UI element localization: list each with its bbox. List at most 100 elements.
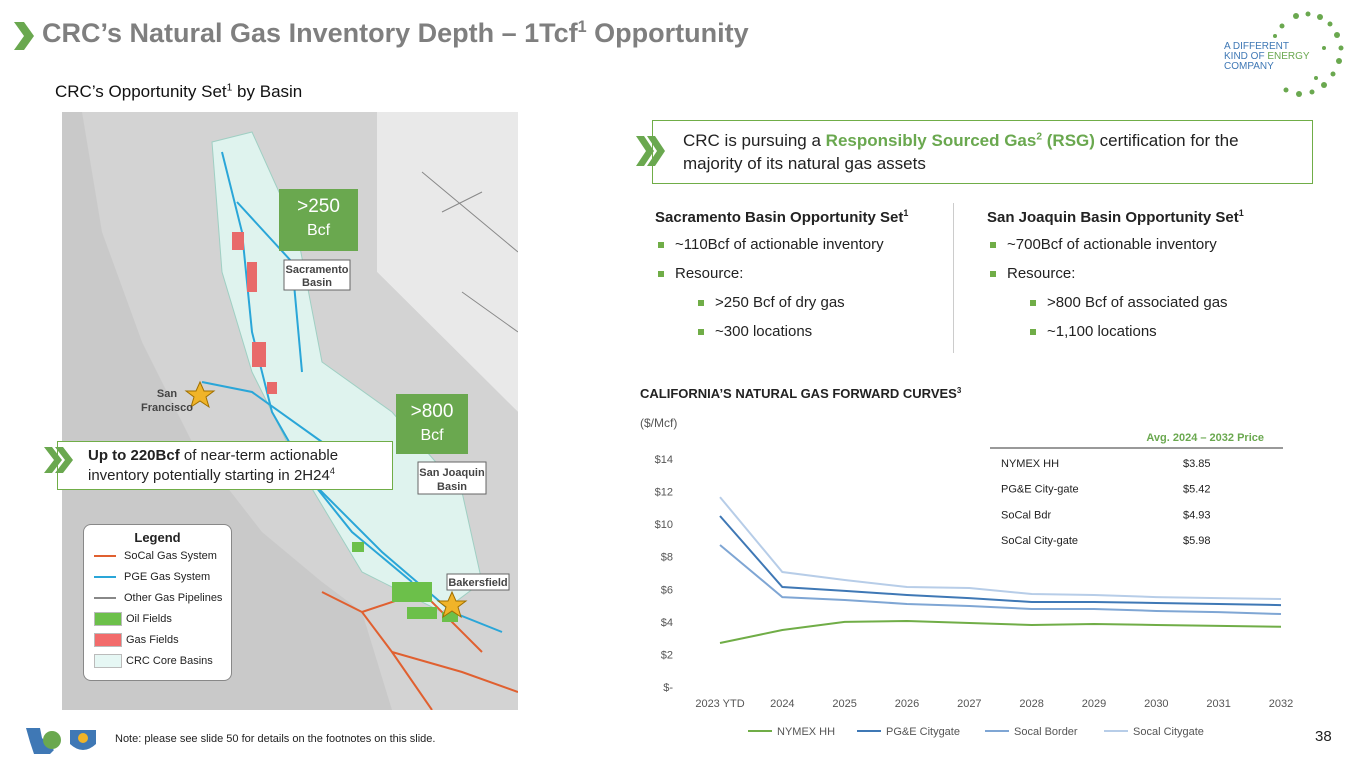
- sj-box: >800 Bcf: [396, 394, 468, 454]
- logo: A DIFFERENT KIND OF ENERGY COMPANY: [1224, 8, 1356, 103]
- basin-column: San Joaquin Basin Opportunity Set1 ~700Bc…: [987, 209, 1307, 352]
- legend-label: SoCal Gas System: [124, 549, 217, 562]
- slide-title: CRC’s Natural Gas Inventory Depth – 1Tcf…: [42, 18, 749, 49]
- y-tick-label: $-: [663, 682, 673, 694]
- divider: [953, 203, 954, 353]
- box-text: Bcf: [420, 427, 444, 444]
- legend-swatch: [94, 596, 116, 599]
- logo-text: A DIFFERENT KIND OF ENERGY COMPANY: [1224, 42, 1310, 72]
- legend-row: Other Gas Pipelines: [84, 587, 231, 608]
- logo-line: A DIFFERENT: [1224, 41, 1290, 52]
- bullet: ~700Bcf of actionable inventory: [987, 236, 1307, 253]
- subtitle-text: CRC’s Opportunity Set: [55, 82, 227, 101]
- basin-title-text: San Joaquin Basin Opportunity Set: [987, 209, 1239, 226]
- x-tick-label: 2028: [1019, 698, 1043, 710]
- box-text: Bcf: [306, 222, 331, 239]
- sub-bullet: ~1,100 locations: [1027, 323, 1307, 340]
- callout-bold: Responsibly Sourced Gas: [825, 131, 1037, 150]
- x-tick-label: 2032: [1269, 698, 1293, 710]
- y-tick-label: $10: [655, 519, 673, 531]
- callout-sup: 4: [329, 466, 335, 476]
- box-text: >250: [297, 196, 340, 217]
- callout-sup: 2: [1036, 131, 1043, 143]
- footer-icons: [26, 728, 96, 754]
- basin-title: Sacramento Basin Opportunity Set1: [655, 209, 945, 227]
- price-header: Avg. 2024 – 2032 Price: [1146, 432, 1264, 444]
- page-number: 38: [1315, 728, 1332, 745]
- chart-title-text: CALIFORNIA’S NATURAL GAS FORWARD CURVES: [640, 386, 957, 401]
- map-label: Bakersfield: [448, 577, 507, 589]
- map-label: San: [157, 388, 177, 400]
- legend-label: Other Gas Pipelines: [124, 591, 223, 604]
- legend-swatch: [94, 554, 116, 557]
- subtitle: CRC’s Opportunity Set1 by Basin: [55, 82, 302, 102]
- x-tick-label: 2031: [1206, 698, 1230, 710]
- price-name: SoCal City-gate: [1001, 535, 1078, 547]
- legend-label: Socal Border: [1014, 726, 1078, 738]
- logo-line: ENERGY: [1267, 51, 1310, 62]
- series-line: [719, 620, 1282, 645]
- subtitle-sup: 1: [226, 82, 233, 94]
- title-text: Opportunity: [586, 18, 749, 48]
- series-line: [719, 515, 1282, 607]
- price-name: NYMEX HH: [1001, 458, 1059, 470]
- price-value: $5.42: [1183, 484, 1211, 496]
- basin-title: San Joaquin Basin Opportunity Set1: [987, 208, 1307, 227]
- legend-row: SoCal Gas System: [84, 545, 231, 566]
- title-text: CRC’s Natural Gas Inventory Depth – 1Tcf: [42, 18, 578, 48]
- map-legend: Legend SoCal Gas System PGE Gas System Oth…: [83, 524, 232, 681]
- map-label: Basin: [302, 277, 332, 289]
- sub-bullet: ~300 locations: [695, 323, 945, 340]
- basin-title-sup: 1: [1238, 208, 1244, 218]
- sub-bullet: >250 Bcf of dry gas: [695, 294, 945, 311]
- box-text: >800: [410, 401, 454, 422]
- title-chevron: [14, 22, 34, 50]
- y-tick-label: $8: [661, 552, 673, 564]
- chevron: [44, 447, 73, 473]
- legend-row: Oil Fields: [84, 608, 231, 629]
- legend-label: CRC Core Basins: [126, 654, 213, 667]
- sub-bullet: >800 Bcf of associated gas: [1027, 294, 1307, 311]
- sac-box: >250 Bcf: [279, 189, 358, 251]
- legend-label: PG&E Citygate: [886, 726, 960, 738]
- series-line: [719, 544, 1282, 616]
- title-sup: 1: [577, 18, 587, 36]
- bullet: Resource:: [987, 265, 1307, 282]
- price-name: SoCal Bdr: [1001, 509, 1051, 521]
- legend-swatch: [94, 575, 116, 578]
- callout-bold: Up to 220Bcf: [88, 447, 180, 464]
- y-tick-label: $12: [655, 487, 673, 499]
- legend-title: Legend: [134, 530, 181, 545]
- logo-dots: [1273, 11, 1344, 97]
- chart-title: CALIFORNIA’S NATURAL GAS FORWARD CURVES3: [640, 386, 962, 401]
- rsg-callout: CRC is pursuing a Responsibly Sourced Ga…: [652, 120, 1313, 184]
- bullet: Resource:: [655, 265, 945, 282]
- y-axis-label: ($/Mcf): [640, 416, 677, 430]
- x-tick-label: 2024: [770, 698, 794, 710]
- x-tick-label: 2025: [832, 698, 856, 710]
- map-label: Sacramento: [286, 264, 349, 276]
- legend-label: NYMEX HH: [777, 726, 835, 738]
- legend-swatch: [94, 653, 122, 668]
- x-tick-label: 2026: [895, 698, 919, 710]
- legend-swatch: [94, 611, 122, 626]
- price-name: PG&E City-gate: [1001, 484, 1079, 496]
- legend-label: Gas Fields: [126, 633, 179, 646]
- logo-line: KIND OF: [1224, 51, 1268, 62]
- basin-column: Sacramento Basin Opportunity Set1 ~110Bcf…: [655, 209, 945, 352]
- map-label: Francisco: [141, 402, 193, 414]
- y-tick-label: $4: [661, 617, 673, 629]
- legend-label: Socal Citygate: [1133, 726, 1204, 738]
- chevron: [636, 136, 665, 166]
- legend-label: PGE Gas System: [124, 570, 211, 583]
- callout-text: CRC is pursuing a: [683, 131, 826, 150]
- basin-title-text: Sacramento Basin Opportunity Set: [655, 209, 904, 226]
- legend-row: PGE Gas System: [84, 566, 231, 587]
- logo-line: COMPANY: [1224, 61, 1274, 72]
- x-tick-label: 2027: [957, 698, 981, 710]
- x-tick-label: 2030: [1144, 698, 1168, 710]
- callout-bold: (RSG): [1042, 131, 1095, 150]
- map-callout: Up to 220Bcf of near-term actionable inv…: [57, 441, 393, 490]
- price-value: $5.98: [1183, 535, 1211, 547]
